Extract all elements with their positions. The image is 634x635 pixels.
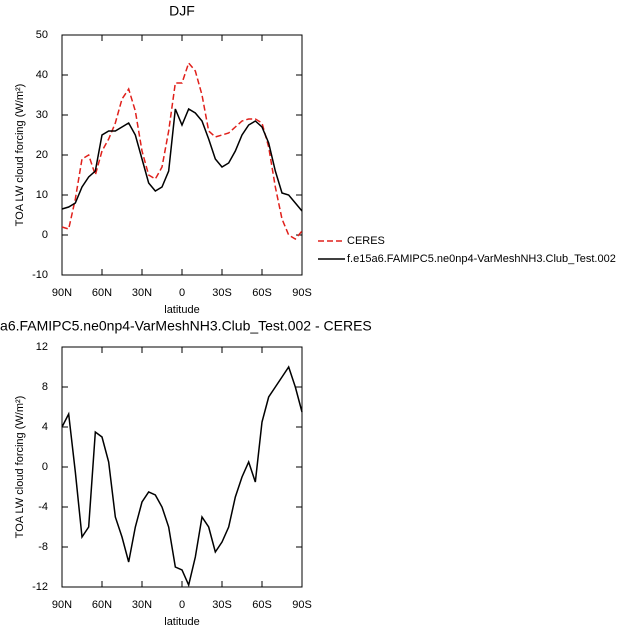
x-tick-label: 60N	[92, 599, 112, 611]
x-tick-label: 30N	[132, 287, 152, 299]
y-tick-label: 8	[42, 381, 48, 393]
data-line	[61, 61, 303, 240]
y-tick-label: 10	[36, 189, 48, 201]
y-axis-label: TOA LW cloud forcing (W/m²)	[14, 84, 26, 227]
x-tick-label: 60S	[252, 287, 272, 299]
y-tick-label: 12	[36, 341, 48, 353]
x-tick-label: 0	[179, 599, 185, 611]
x-tick-label: 90N	[52, 287, 72, 299]
x-tick-label: 60N	[92, 287, 112, 299]
plot-frame	[61, 346, 303, 588]
y-tick-label: -12	[32, 581, 48, 593]
x-tick-label: 30S	[212, 599, 232, 611]
y-axis-label: TOA LW cloud forcing (W/m²)	[14, 396, 26, 539]
chart-title: 5a6.FAMIPC5.ne0np4-VarMeshNH3.Club_Test.…	[0, 318, 372, 334]
y-tick-label: -4	[38, 501, 48, 513]
x-tick-label: 0	[179, 287, 185, 299]
y-tick-label: 20	[36, 149, 48, 161]
y-tick-label: 30	[36, 109, 48, 121]
y-tick-label: 0	[42, 461, 48, 473]
x-tick-label: 90S	[292, 287, 312, 299]
y-tick-label: 0	[42, 229, 48, 241]
x-tick-label: 30N	[132, 599, 152, 611]
y-tick-label: -10	[32, 269, 48, 281]
y-tick-label: -8	[38, 541, 48, 553]
chart-title: DJF	[169, 3, 195, 19]
y-tick-label: 40	[36, 69, 48, 81]
x-axis-label: latitude	[164, 616, 199, 628]
data-line	[61, 365, 303, 588]
y-tick-label: 4	[42, 421, 48, 433]
legend-label: CERES	[347, 235, 385, 247]
x-tick-label: 30S	[212, 287, 232, 299]
x-axis-label: latitude	[164, 304, 199, 316]
data-line	[61, 107, 303, 212]
x-tick-label: 90S	[292, 599, 312, 611]
legend-label: f.e15a6.FAMIPC5.ne0np4-VarMeshNH3.Club_T…	[347, 253, 616, 265]
x-tick-label: 60S	[252, 599, 272, 611]
x-tick-label: 90N	[52, 599, 72, 611]
y-tick-label: 50	[36, 29, 48, 41]
